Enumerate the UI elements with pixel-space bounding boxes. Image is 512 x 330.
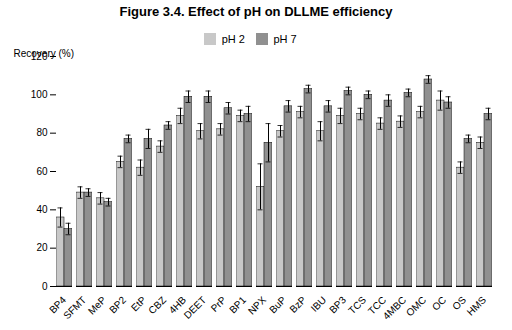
svg-text:TCS: TCS <box>346 294 368 316</box>
svg-text:60: 60 <box>36 166 48 177</box>
svg-text:MeP: MeP <box>86 294 109 317</box>
svg-text:OMC: OMC <box>404 294 428 318</box>
svg-text:BP1: BP1 <box>227 294 248 315</box>
svg-text:BzP: BzP <box>287 294 308 315</box>
svg-text:TCC: TCC <box>365 294 389 317</box>
svg-text:IBU: IBU <box>309 294 329 314</box>
svg-text:40: 40 <box>36 204 48 215</box>
svg-text:BP3: BP3 <box>327 294 348 315</box>
svg-text:Recovery (%): Recovery (%) <box>14 48 75 59</box>
svg-text:EtP: EtP <box>129 294 148 313</box>
svg-text:OC: OC <box>430 294 448 312</box>
svg-text:BP2: BP2 <box>107 294 128 315</box>
svg-text:100: 100 <box>31 89 48 100</box>
svg-text:BP4: BP4 <box>47 294 69 316</box>
svg-text:4MBC: 4MBC <box>381 294 408 321</box>
html-text:pH 7: pH 7 <box>273 32 297 45</box>
html-text:pH 2: pH 2 <box>221 32 245 45</box>
svg-text:OS: OS <box>450 294 469 313</box>
svg-text:CBZ: CBZ <box>146 294 168 316</box>
svg-text:20: 20 <box>36 242 48 253</box>
svg-text:NPX: NPX <box>246 294 269 317</box>
svg-text:4HB: 4HB <box>166 294 189 316</box>
svg-text:DEET: DEET <box>182 294 209 321</box>
svg-text:0: 0 <box>42 281 48 292</box>
svg-text:HMS: HMS <box>465 294 489 318</box>
svg-text:PrP: PrP <box>209 294 229 314</box>
svg-text:BuP: BuP <box>267 294 288 315</box>
html-text:Figure 3.4. Effect of pH on DL: Figure 3.4. Effect of pH on DLLME effici… <box>119 4 393 19</box>
svg-text:80: 80 <box>36 127 48 138</box>
svg-text:SFMT: SFMT <box>61 294 88 321</box>
